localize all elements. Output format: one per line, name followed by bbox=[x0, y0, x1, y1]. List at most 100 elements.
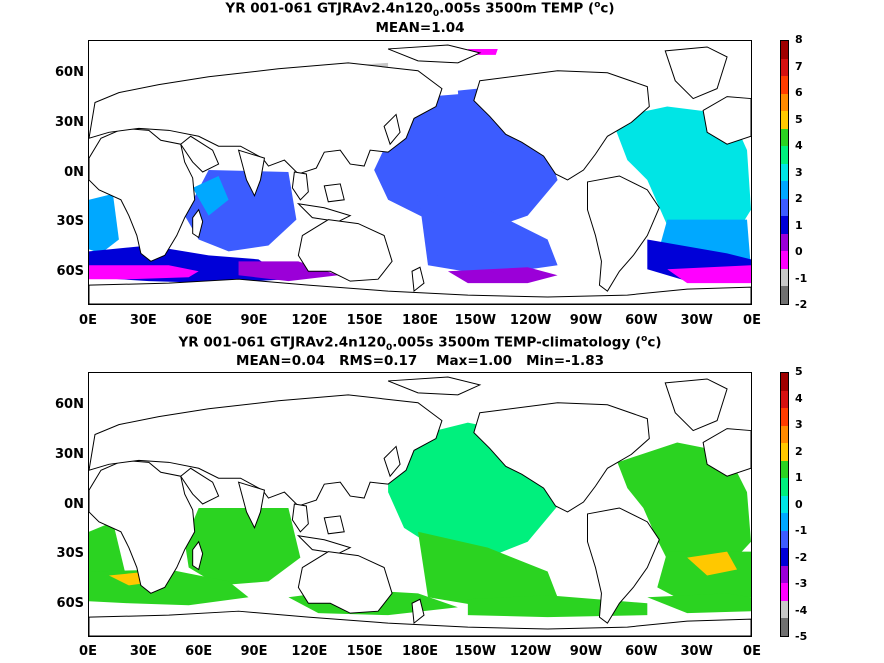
ocean-field-patch bbox=[447, 267, 558, 284]
ocean-field-patch bbox=[89, 193, 119, 254]
colorbar-segment bbox=[781, 408, 788, 427]
land-outline bbox=[192, 540, 204, 571]
top-title-line1: YR 001-061 GTJRAv2.4n1200.005s 3500m TEM… bbox=[225, 0, 615, 20]
colorbar-segment bbox=[781, 583, 788, 602]
colorbar-segment bbox=[781, 600, 788, 619]
land-outline bbox=[411, 266, 425, 293]
y-tick-label: 60N bbox=[55, 65, 84, 81]
x-tick-label: 0E bbox=[79, 313, 97, 328]
land-outline bbox=[664, 378, 728, 432]
colorbar-segment bbox=[781, 216, 788, 235]
land-outline bbox=[387, 376, 482, 396]
x-tick-label: 90E bbox=[240, 313, 268, 328]
bottom-colorbar bbox=[780, 372, 789, 637]
colorbar-tick-label: 4 bbox=[795, 391, 803, 405]
ocean-field-patch bbox=[184, 170, 297, 252]
colorbar-segment bbox=[781, 286, 788, 305]
land-outline bbox=[387, 44, 482, 64]
colorbar-segment bbox=[781, 390, 788, 409]
ocean-field-patch bbox=[418, 189, 558, 276]
y-tick-label: 30N bbox=[55, 114, 84, 130]
land-outline bbox=[411, 598, 425, 625]
colorbar-tick-label: 0 bbox=[795, 497, 803, 511]
x-tick-label: 0E bbox=[743, 313, 761, 328]
land-outline bbox=[323, 515, 345, 535]
x-tick-label: 30E bbox=[129, 313, 157, 328]
bottom-title-line2: MEAN=0.04 RMS=0.17 Max=1.00 Min=-1.83 bbox=[236, 353, 604, 369]
land-outline bbox=[89, 394, 443, 507]
colorbar-segment bbox=[781, 163, 788, 182]
colorbar-tick-label: -1 bbox=[795, 524, 808, 537]
land-outline bbox=[89, 127, 196, 262]
land-outline bbox=[180, 135, 220, 173]
colorbar-tick-label: -2 bbox=[795, 298, 808, 311]
colorbar-segment bbox=[781, 198, 788, 217]
colorbar-segment bbox=[781, 251, 788, 270]
land-outline bbox=[89, 459, 196, 594]
top-title-line2: MEAN=1.04 bbox=[375, 20, 465, 36]
x-tick-label: 30E bbox=[129, 644, 157, 659]
ocean-field-patch bbox=[184, 507, 301, 586]
land-outline bbox=[586, 507, 660, 624]
x-tick-label: 90W bbox=[569, 644, 603, 659]
land-outline bbox=[473, 70, 650, 181]
map-canvas bbox=[89, 44, 751, 304]
land-outline bbox=[586, 175, 660, 292]
land-outline bbox=[664, 46, 728, 100]
colorbar-segment bbox=[781, 548, 788, 567]
x-tick-label: 120E bbox=[291, 644, 328, 659]
colorbar-tick-label: 5 bbox=[795, 112, 803, 126]
colorbar-segment bbox=[781, 618, 788, 637]
land-outline bbox=[89, 278, 751, 304]
y-tick-label: 0N bbox=[64, 164, 84, 180]
colorbar-segment bbox=[781, 58, 788, 77]
colorbar-tick-label: 2 bbox=[795, 444, 803, 458]
colorbar-segment bbox=[781, 41, 788, 60]
colorbar-tick-label: 7 bbox=[795, 59, 803, 73]
x-tick-label: 150W bbox=[454, 644, 497, 659]
x-tick-label: 30W bbox=[680, 644, 713, 659]
map-canvas bbox=[89, 376, 751, 636]
ocean-field-patch bbox=[611, 106, 751, 254]
colorbar-tick-label: 8 bbox=[795, 33, 803, 46]
colorbar-segment bbox=[781, 495, 788, 514]
x-tick-label: 150W bbox=[454, 313, 497, 328]
land-outline bbox=[291, 171, 309, 201]
y-tick-label: 0N bbox=[64, 496, 84, 512]
x-tick-label: 120W bbox=[509, 313, 552, 328]
colorbar-segment bbox=[781, 93, 788, 112]
top-map bbox=[88, 40, 752, 305]
ocean-field-patch bbox=[89, 265, 199, 280]
y-tick-label: 30S bbox=[56, 214, 84, 230]
land-outline bbox=[702, 428, 751, 477]
y-tick-label: 60N bbox=[55, 397, 84, 413]
x-tick-label: 60W bbox=[625, 644, 658, 659]
ocean-field-patch bbox=[418, 531, 558, 608]
land-outline bbox=[237, 149, 266, 198]
ocean-field-patch bbox=[192, 175, 229, 216]
colorbar-segment bbox=[781, 128, 788, 147]
land-outline bbox=[297, 219, 393, 282]
x-tick-label: 30W bbox=[680, 313, 713, 328]
x-tick-label: 60W bbox=[625, 313, 658, 328]
land-outline bbox=[702, 96, 751, 145]
land-outline bbox=[383, 113, 401, 146]
y-tick-label: 60S bbox=[56, 263, 84, 279]
colorbar-tick-label: 1 bbox=[795, 218, 803, 232]
colorbar-tick-label: 5 bbox=[795, 365, 803, 378]
land-outline bbox=[89, 62, 443, 175]
colorbar-tick-label: 4 bbox=[795, 139, 803, 152]
x-tick-label: 60E bbox=[185, 644, 213, 659]
ocean-field-patch bbox=[617, 442, 751, 582]
x-tick-label: 60E bbox=[185, 313, 213, 328]
ocean-field-patch bbox=[238, 261, 339, 282]
x-tick-label: 150E bbox=[346, 313, 383, 328]
colorbar-segment bbox=[781, 565, 788, 584]
colorbar-tick-label: -2 bbox=[795, 550, 808, 564]
x-tick-label: 0E bbox=[79, 644, 97, 659]
bottom-map bbox=[88, 372, 752, 637]
y-tick-label: 30N bbox=[55, 446, 84, 462]
y-tick-label: 60S bbox=[56, 595, 84, 611]
x-tick-label: 120W bbox=[509, 644, 552, 659]
colorbar-segment bbox=[781, 181, 788, 200]
